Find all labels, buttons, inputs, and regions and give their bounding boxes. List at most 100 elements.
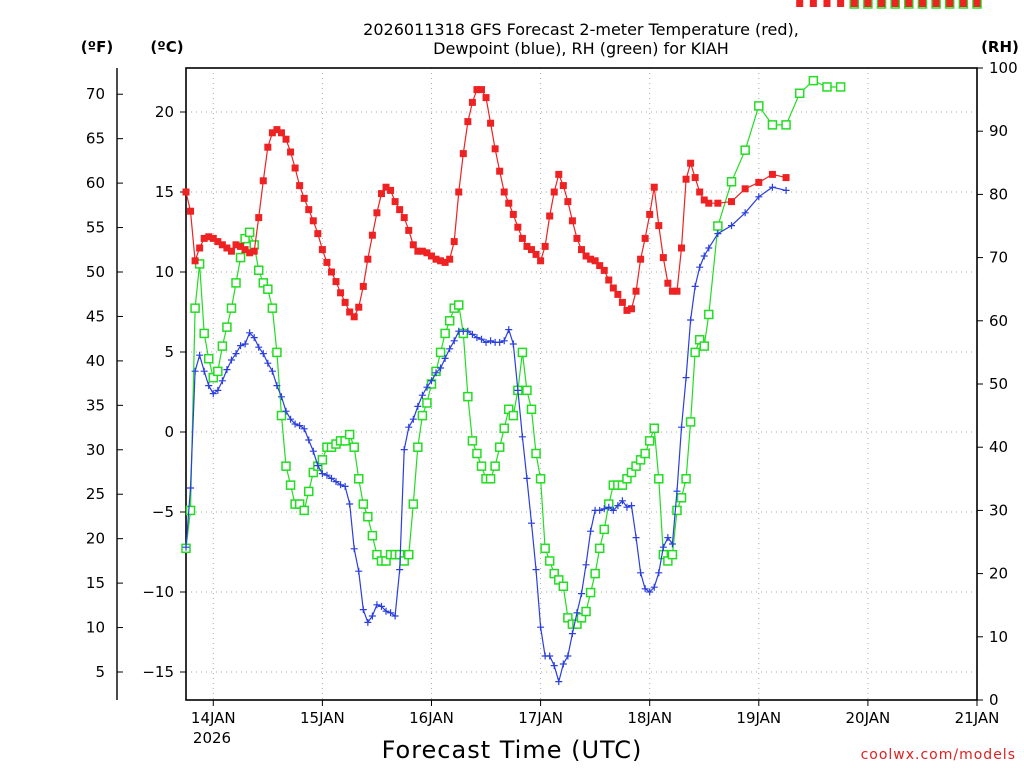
dewpoint-point xyxy=(768,183,776,191)
dewpoint-point xyxy=(273,382,281,390)
dewpoint-point xyxy=(691,282,699,290)
celsius-tick-label: −10 xyxy=(142,583,174,601)
dewpoint-point xyxy=(609,506,617,514)
dewpoint-point xyxy=(514,386,522,394)
dewpoint-point xyxy=(700,252,708,260)
temperature-point xyxy=(628,305,636,313)
celsius-tick-label: 0 xyxy=(164,423,174,441)
rh-tick-label: 80 xyxy=(989,185,1008,203)
rh-point xyxy=(422,398,432,408)
temperature-point xyxy=(578,246,585,254)
temperature-point xyxy=(514,223,522,231)
temperature-point xyxy=(341,298,349,306)
temperature-point xyxy=(464,118,472,126)
temperature-point xyxy=(355,303,363,311)
dewpoint-point xyxy=(618,497,626,505)
dewpoint-point xyxy=(327,474,335,482)
rh-point xyxy=(272,347,282,358)
temperature-point xyxy=(364,255,372,263)
dewpoint-point xyxy=(287,415,295,423)
fahrenheit-tick-label: 25 xyxy=(86,485,105,503)
temperature-point xyxy=(205,233,213,241)
temperature-point xyxy=(418,247,426,255)
temperature-point xyxy=(482,94,490,102)
rh-point xyxy=(494,442,505,452)
temperature-point xyxy=(946,0,954,7)
rh-tick-label: 40 xyxy=(989,438,1008,456)
temperature-point xyxy=(714,199,722,207)
temperature-point xyxy=(546,212,554,220)
temperature-point xyxy=(332,278,340,286)
dewpoint-point xyxy=(755,193,763,201)
temperature-point xyxy=(509,210,517,218)
rh-point xyxy=(581,606,591,617)
dewpoint-point xyxy=(377,602,385,610)
temperature-point xyxy=(432,255,440,263)
dewpoint-point xyxy=(418,391,426,399)
temperature-point xyxy=(659,254,667,262)
dewpoint-point xyxy=(355,567,363,575)
rh-point xyxy=(413,442,423,452)
rh-point xyxy=(276,410,287,421)
fahrenheit-tick-label: 35 xyxy=(86,396,105,414)
dewpoint-point xyxy=(223,366,231,374)
dewpoint-point xyxy=(641,585,649,593)
rh-point xyxy=(794,88,805,99)
rh-series xyxy=(181,0,982,629)
rh-tick-label: 70 xyxy=(989,249,1008,267)
temperature-point xyxy=(427,252,435,260)
rh-point xyxy=(349,442,359,452)
dewpoint-point xyxy=(268,367,276,375)
temperature-point xyxy=(837,0,845,7)
temperature-point xyxy=(532,250,540,258)
temperature-point xyxy=(350,313,358,321)
temperature-point xyxy=(191,257,199,265)
temperature-point xyxy=(259,177,267,185)
temperature-point xyxy=(755,178,763,186)
celsius-axis: −15 −10 −5 0 5 10 15 20 xyxy=(142,103,186,681)
dewpoint-point xyxy=(582,561,590,569)
temperature-point xyxy=(618,298,626,306)
dewpoint-point xyxy=(441,354,449,362)
temperature-point xyxy=(196,244,204,252)
dewpoint-point xyxy=(482,338,490,346)
temperature-point xyxy=(246,249,254,257)
temperature-point xyxy=(700,196,708,204)
dewpoint-point xyxy=(628,502,636,510)
temperature-point xyxy=(809,0,817,7)
dewpoint-point xyxy=(323,471,331,479)
rh-point xyxy=(835,82,846,92)
temperature-point xyxy=(300,194,308,202)
dewpoint-point xyxy=(696,263,704,271)
temperature-point xyxy=(323,258,331,266)
temperature-point xyxy=(605,276,613,284)
time-tick-label: 20JAN xyxy=(846,709,891,727)
dewpoint-point xyxy=(450,337,458,345)
dewpoint-point xyxy=(237,342,245,350)
temperature-point xyxy=(373,209,381,217)
dewpoint-point xyxy=(423,383,431,391)
temperature-point xyxy=(973,0,981,7)
rh-point xyxy=(367,530,378,541)
time-tick-label: 19JAN xyxy=(736,709,781,727)
dewpoint-point xyxy=(282,407,290,415)
dewpoint-point xyxy=(673,487,681,495)
temperature-point xyxy=(646,210,654,218)
rh-point xyxy=(435,347,446,358)
temperature-point xyxy=(741,185,749,193)
rh-point xyxy=(667,549,678,560)
temperature-point xyxy=(905,0,913,7)
temperature-point xyxy=(682,175,690,183)
temperature-point xyxy=(268,129,276,137)
dewpoint-point xyxy=(659,543,667,551)
temperature-point xyxy=(455,188,463,196)
dewpoint-point xyxy=(632,534,640,542)
temperature-point xyxy=(264,143,272,151)
temperature-point xyxy=(400,214,408,222)
fahrenheit-tick-label: 5 xyxy=(95,663,105,681)
rh-point xyxy=(217,341,228,351)
temperature-point xyxy=(441,258,449,266)
temperature-point xyxy=(473,86,481,94)
fahrenheit-tick-label: 10 xyxy=(86,619,105,637)
